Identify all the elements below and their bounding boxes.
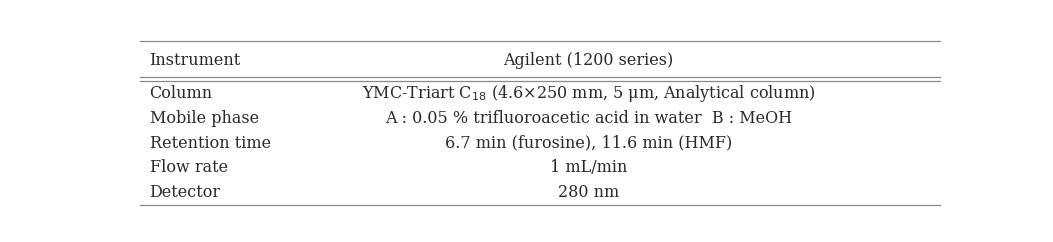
- Text: 280 nm: 280 nm: [558, 184, 619, 201]
- Text: 6.7 min (furosine), 11.6 min (HMF): 6.7 min (furosine), 11.6 min (HMF): [445, 135, 732, 152]
- Text: A : 0.05 % trifluoroacetic acid in water  B : MeOH: A : 0.05 % trifluoroacetic acid in water…: [385, 110, 792, 127]
- Text: 1 mL/min: 1 mL/min: [550, 159, 628, 176]
- Text: Detector: Detector: [150, 184, 221, 201]
- Text: Flow rate: Flow rate: [150, 159, 227, 176]
- Text: Instrument: Instrument: [150, 52, 241, 69]
- Text: Mobile phase: Mobile phase: [150, 110, 259, 127]
- Text: Retention time: Retention time: [150, 135, 271, 152]
- Text: Agilent (1200 series): Agilent (1200 series): [503, 52, 674, 69]
- Text: YMC-Triart C$_{18}$ (4.6×250 mm, 5 μm, Analytical column): YMC-Triart C$_{18}$ (4.6×250 mm, 5 μm, A…: [362, 83, 815, 104]
- Text: Column: Column: [150, 85, 213, 102]
